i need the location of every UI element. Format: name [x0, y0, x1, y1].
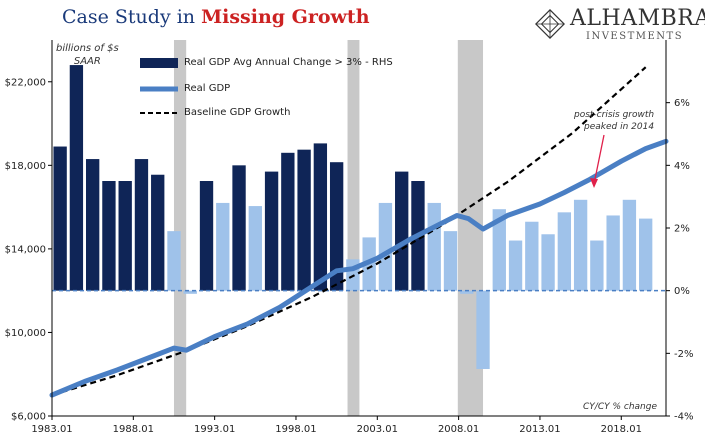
baseline-growth-line: [52, 66, 647, 397]
right-tick-label: 4%: [674, 161, 690, 172]
bar: [102, 181, 116, 291]
bar: [183, 290, 197, 294]
alhambra-logo: ALHAMBRA INVESTMENTS: [528, 4, 705, 44]
bar: [492, 209, 506, 291]
annotation-arrow-line: [593, 134, 605, 185]
x-note: CY/CY % change: [583, 402, 657, 412]
legend-swatch-bars: [140, 58, 178, 68]
recession-band: [347, 40, 360, 416]
bar: [622, 199, 637, 291]
bar: [329, 162, 344, 291]
bar: [264, 171, 279, 291]
annotation-arrow: [590, 134, 605, 188]
legend-label-baseline: Baseline GDP Growth: [184, 107, 291, 118]
bar: [232, 165, 246, 291]
right-tick-label: 6%: [674, 98, 690, 109]
annotation-text: post-crisis growth peaked in 2014: [574, 109, 654, 133]
x-tick-label: 2008.01: [438, 424, 479, 435]
left-tick-label: $14,000: [5, 244, 46, 255]
bar: [216, 202, 230, 291]
right-tick-label: -2%: [674, 349, 693, 360]
x-tick-label: 2018.01: [601, 424, 642, 435]
right-tick-label: 0%: [674, 286, 690, 297]
baseline-series: [52, 66, 647, 397]
annotation-line2: peaked in 2014: [584, 122, 655, 132]
title-part2: Missing Growth: [201, 6, 370, 28]
left-axis-label-line1: billions of $s: [56, 43, 119, 54]
x-tick-label: 1983.01: [31, 424, 72, 435]
left-axis-label: billions of $s SAAR: [56, 42, 119, 68]
bar: [427, 202, 441, 291]
legend-swatch-gdp: [140, 86, 178, 92]
bar: [118, 181, 132, 291]
legend-swatch-baseline: [140, 112, 178, 114]
legend-label-gdp: Real GDP: [184, 83, 231, 94]
bar: [590, 240, 604, 291]
left-tick-label: $6,000: [11, 412, 46, 423]
bar: [525, 221, 539, 291]
left-tick-label: $10,000: [5, 328, 46, 339]
bar: [378, 202, 393, 291]
legend-label-bars: Real GDP Avg Annual Change > 3% - RHS: [184, 57, 393, 68]
right-tick-label: -4%: [674, 412, 693, 423]
annotation-arrow-head: [590, 178, 598, 188]
recession-band: [173, 40, 187, 416]
bar: [639, 218, 653, 291]
bar: [476, 290, 490, 369]
bar: [508, 240, 523, 291]
bar: [460, 290, 474, 294]
bar-series: [53, 65, 653, 369]
bar: [443, 231, 458, 291]
bar: [85, 159, 100, 291]
annotation-line1: post-crisis growth: [574, 110, 655, 120]
bar: [557, 212, 572, 291]
x-tick-label: 1993.01: [194, 424, 235, 435]
bar: [313, 143, 328, 291]
bar: [573, 199, 588, 291]
bar: [606, 215, 620, 291]
bar: [541, 234, 555, 291]
bar: [297, 149, 311, 291]
left-axis-label-line2: SAAR: [73, 56, 101, 67]
bar: [281, 152, 295, 291]
bar: [53, 146, 67, 291]
bar: [167, 231, 181, 291]
logo-diamond-icon: [535, 9, 565, 39]
gdp-series: [49, 138, 669, 398]
x-tick-label: 2013.01: [519, 424, 560, 435]
right-tick-label: 2%: [674, 224, 690, 235]
bar: [395, 171, 409, 291]
axes: $6,000 $10,000 $14,000 $18,000 $22,000 -4% -2%…: [5, 40, 693, 435]
x-tick-label: 1998.01: [275, 424, 316, 435]
x-tick-label: 2003.01: [357, 424, 398, 435]
logo-name: ALHAMBRA: [570, 6, 705, 31]
real-gdp-line: [49, 138, 669, 398]
left-tick-label: $18,000: [5, 161, 46, 172]
bar: [134, 159, 149, 291]
left-tick-label: $22,000: [5, 77, 46, 88]
bar: [248, 206, 262, 291]
chart-title: Case Study in Missing Growth: [62, 6, 370, 28]
x-tick-label: 1988.01: [113, 424, 154, 435]
bar: [151, 174, 165, 291]
title-part1: Case Study in: [62, 6, 202, 28]
logo-sub: INVESTMENTS: [586, 31, 684, 42]
bar: [199, 181, 214, 291]
bar: [69, 65, 84, 291]
